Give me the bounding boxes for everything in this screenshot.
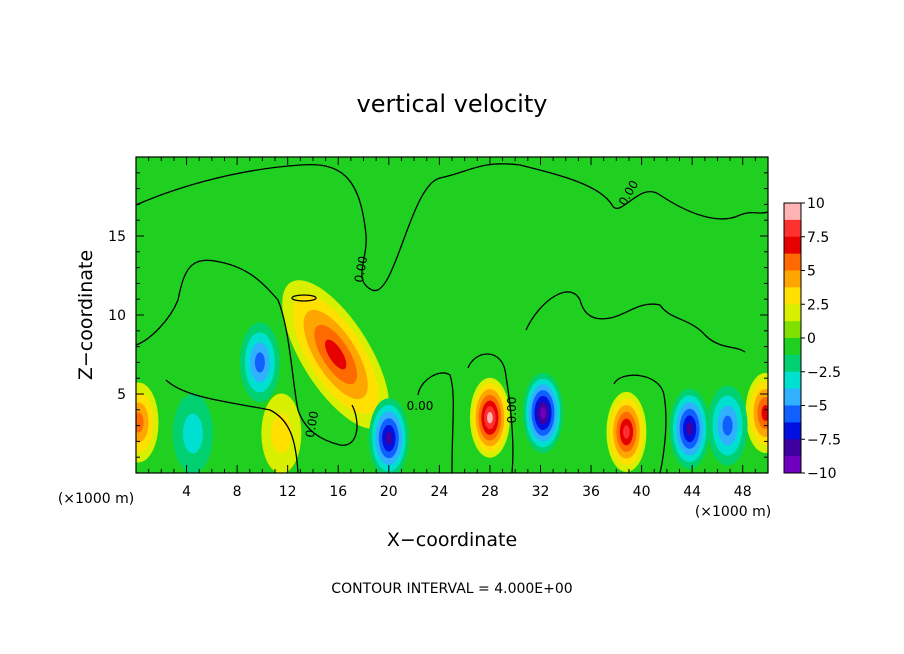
x-tick-label: 12 — [279, 484, 297, 500]
x-tick-label: 44 — [683, 484, 701, 500]
downdraft-cell — [239, 322, 280, 403]
zero-contour — [291, 294, 317, 302]
field-level — [254, 352, 265, 373]
colorbar-tick-label: 0 — [807, 331, 816, 347]
colorbar-segment — [784, 270, 801, 288]
field-level — [325, 339, 347, 370]
zero-contour — [136, 163, 768, 291]
colorbar-ticks: 10 7.5 5 2.5 0 −2.5 −5 −7.5 −10 — [801, 196, 841, 482]
field-level — [540, 407, 546, 419]
updraft-cell — [136, 382, 159, 463]
x-tick-label: 4 — [182, 484, 191, 500]
downdraft-cell — [172, 393, 213, 473]
updraft-cell — [282, 280, 390, 429]
field-level — [271, 413, 292, 454]
downdraft-cell — [368, 398, 409, 473]
contour-label: 0.00 — [505, 397, 519, 424]
zero-contour — [525, 291, 746, 353]
colorbar-segment — [784, 422, 801, 440]
zero-contour — [417, 372, 454, 473]
x-unit-right: (×1000 m) — [695, 504, 771, 520]
chart-title: vertical velocity — [357, 90, 548, 118]
colorbar-tick-label: −5 — [807, 399, 828, 415]
downdraft-cell — [669, 388, 710, 469]
x-axis-label: X−coordinate — [387, 529, 517, 551]
y-tick-label: 10 — [108, 308, 126, 324]
contour-layer — [136, 163, 768, 473]
field-level — [761, 404, 768, 421]
colorbar-tick-label: 7.5 — [807, 230, 829, 246]
field-level — [686, 422, 693, 436]
colorbar-segment — [784, 354, 801, 373]
x-tick-label: 8 — [233, 484, 242, 500]
plot-area: 0.000.000.000.000.00 — [136, 157, 768, 473]
plot-background — [136, 157, 768, 473]
x-tick-label: 36 — [582, 484, 600, 500]
x-tick-label: 16 — [329, 484, 347, 500]
y-tick-label: 15 — [108, 229, 126, 245]
x-tick-label: 20 — [380, 484, 398, 500]
x-tick-label: 24 — [430, 484, 448, 500]
contour-interval-note: CONTOUR INTERVAL = 4.000E+00 — [331, 581, 572, 597]
colorbar-segment — [784, 439, 801, 457]
field-level — [182, 413, 203, 454]
colorbar-segment — [784, 321, 801, 339]
colorbar-segment — [784, 338, 801, 356]
x-axis-ticks: 4 8 12 16 20 24 28 32 36 40 44 48 — [148, 157, 756, 500]
x-tick-label: 48 — [734, 484, 752, 500]
updraft-cell — [745, 372, 768, 453]
y-tick-label: 5 — [117, 387, 126, 403]
downdraft-cell — [523, 372, 564, 453]
colorbar-tick-label: −10 — [807, 466, 837, 482]
colorbar-segment — [784, 203, 801, 221]
colorbar-segment — [784, 388, 801, 406]
contour-label: 0.00 — [303, 410, 321, 439]
colorbar-tick-label: 10 — [807, 196, 825, 212]
field-level — [487, 411, 493, 424]
x-unit-left: (×1000 m) — [58, 491, 134, 507]
colorbar-segment — [784, 371, 801, 390]
downdraft-cell — [707, 385, 748, 466]
x-tick-label: 40 — [633, 484, 651, 500]
colorbar-tick-label: 2.5 — [807, 297, 829, 313]
colorbar-segment — [784, 304, 801, 322]
colorbar-segment — [784, 219, 801, 238]
y-axis-ticks: 5 10 15 — [108, 172, 768, 458]
x-tick-label: 28 — [481, 484, 499, 500]
contour-label: 0.00 — [352, 255, 370, 284]
zero-contour — [467, 353, 514, 473]
colorbar-segment — [784, 456, 801, 474]
colorbar-tick-label: 5 — [807, 264, 816, 280]
zero-contour — [613, 374, 667, 473]
updraft-cell — [469, 377, 510, 458]
y-axis-label: Z−coordinate — [75, 250, 97, 380]
field-level — [722, 415, 733, 436]
x-tick-label: 32 — [532, 484, 550, 500]
zero-contour — [136, 259, 358, 446]
colorbar — [783, 202, 802, 474]
colorbar-segment — [784, 253, 801, 271]
colorbar-segment — [784, 405, 801, 423]
colorbar-segment — [784, 287, 801, 305]
field-level — [385, 431, 393, 445]
colorbar-tick-label: −2.5 — [807, 365, 841, 381]
field-level — [623, 425, 630, 439]
features-layer — [136, 280, 768, 473]
updraft-cell — [606, 391, 647, 472]
colorbar-segment — [784, 236, 801, 255]
field-level — [136, 412, 144, 433]
contour-label: 0.00 — [407, 399, 434, 413]
updraft-cell — [261, 393, 302, 473]
colorbar-tick-label: −7.5 — [807, 432, 841, 448]
zero-contour — [165, 379, 299, 473]
